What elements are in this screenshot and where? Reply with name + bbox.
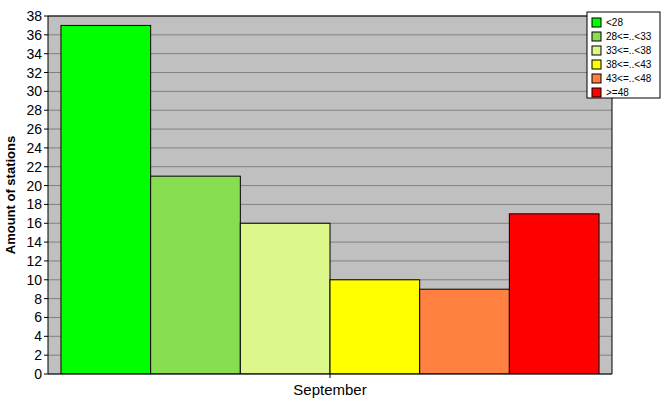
bar	[61, 25, 151, 374]
y-tick	[44, 204, 48, 205]
legend-label: 28<=..<33	[606, 31, 652, 42]
legend-swatch	[592, 88, 601, 97]
y-tick-label: 24	[26, 140, 42, 156]
plot-frame	[48, 16, 612, 17]
y-tick	[44, 166, 48, 167]
y-tick-label: 18	[26, 196, 42, 212]
y-tick-label: 2	[34, 347, 42, 363]
y-tick	[44, 260, 48, 261]
y-tick-label: 30	[26, 83, 42, 99]
x-tick-label: September	[293, 381, 366, 398]
y-tick	[44, 242, 48, 243]
legend-label: 33<=..<38	[606, 45, 652, 56]
legend-label: >=48	[606, 87, 629, 98]
y-tick	[44, 129, 48, 130]
y-tick	[44, 223, 48, 224]
y-tick	[44, 374, 48, 375]
y-tick-label: 6	[34, 309, 42, 325]
legend-label: 38<=..<43	[606, 59, 652, 70]
grid-line	[48, 374, 612, 375]
y-tick-label: 8	[34, 291, 42, 307]
legend-swatch	[592, 60, 601, 69]
y-tick-label: 4	[34, 328, 42, 344]
legend-label: <28	[606, 17, 623, 28]
y-tick-label: 22	[26, 159, 42, 175]
y-tick-label: 14	[26, 234, 42, 250]
x-tick	[330, 374, 331, 378]
legend-box	[587, 12, 660, 98]
y-tick-label: 34	[26, 46, 42, 62]
bar	[151, 176, 241, 374]
grid-line	[48, 16, 612, 17]
y-tick-label: 36	[26, 27, 42, 43]
chart-svg: 02468101214161820222426283032343638Septe…	[0, 0, 667, 415]
y-tick	[44, 110, 48, 111]
bar	[509, 214, 599, 374]
legend-swatch	[592, 46, 601, 55]
y-tick-label: 16	[26, 215, 42, 231]
y-tick	[44, 53, 48, 54]
y-tick	[44, 34, 48, 35]
y-tick	[44, 147, 48, 148]
chart-container: 02468101214161820222426283032343638Septe…	[0, 0, 667, 415]
y-tick	[44, 279, 48, 280]
bars	[61, 25, 599, 374]
legend: <28 28<=..<33 33<=..<38 38<=..<43 43<=..<48 >…	[587, 12, 660, 98]
y-tick-label: 26	[26, 121, 42, 137]
y-tick	[44, 336, 48, 337]
bar	[330, 280, 420, 374]
legend-label: 43<=..<48	[606, 73, 652, 84]
y-tick	[44, 355, 48, 356]
y-tick	[44, 91, 48, 92]
y-tick-label: 32	[26, 65, 42, 81]
y-tick-label: 38	[26, 8, 42, 24]
x-axis	[48, 374, 612, 375]
legend-swatch	[592, 74, 601, 83]
y-tick	[44, 185, 48, 186]
plot-background	[48, 16, 612, 374]
y-axis-title: Amount of stations	[3, 136, 18, 254]
y-tick	[44, 72, 48, 73]
bar	[240, 223, 330, 374]
legend-swatch	[592, 32, 601, 41]
y-tick	[44, 16, 48, 17]
y-tick	[44, 298, 48, 299]
y-tick-label: 20	[26, 178, 42, 194]
y-tick-label: 12	[26, 253, 42, 269]
y-tick	[44, 317, 48, 318]
legend-swatch	[592, 18, 601, 27]
y-tick-label: 0	[34, 366, 42, 382]
y-axis	[48, 16, 49, 374]
y-tick-label: 28	[26, 102, 42, 118]
y-tick-label: 10	[26, 272, 42, 288]
bar	[420, 289, 510, 374]
